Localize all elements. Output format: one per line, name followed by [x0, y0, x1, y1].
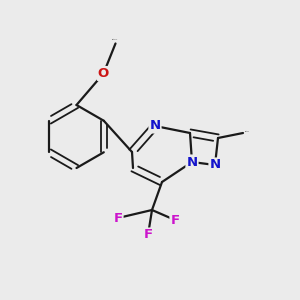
Text: N: N: [186, 155, 198, 169]
Text: N: N: [149, 119, 161, 133]
Text: methoxy: methoxy: [112, 39, 118, 41]
Text: F: F: [143, 229, 153, 242]
Text: O: O: [98, 67, 109, 80]
Text: N: N: [209, 158, 220, 172]
Text: F: F: [113, 212, 123, 224]
Text: F: F: [170, 214, 180, 226]
Text: methyl: methyl: [244, 130, 249, 131]
